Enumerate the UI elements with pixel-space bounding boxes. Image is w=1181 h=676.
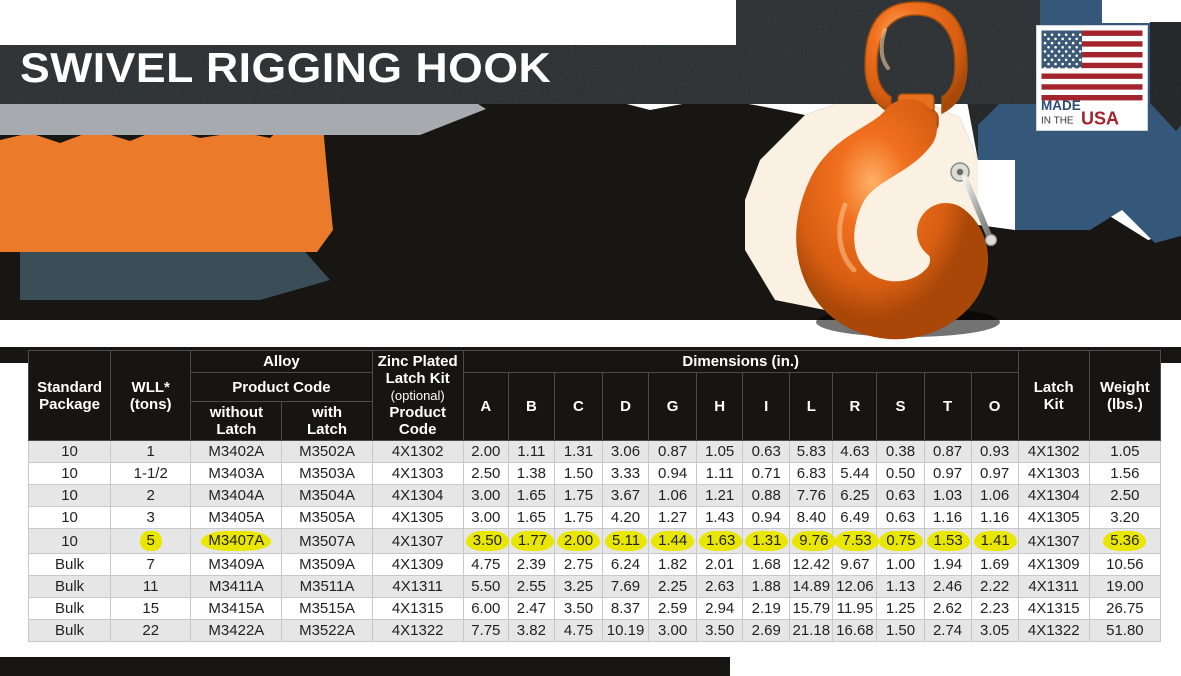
svg-text:USA: USA bbox=[1081, 109, 1119, 129]
svg-text:IN THE: IN THE bbox=[1041, 116, 1074, 127]
svg-text:MADE: MADE bbox=[1041, 98, 1081, 113]
